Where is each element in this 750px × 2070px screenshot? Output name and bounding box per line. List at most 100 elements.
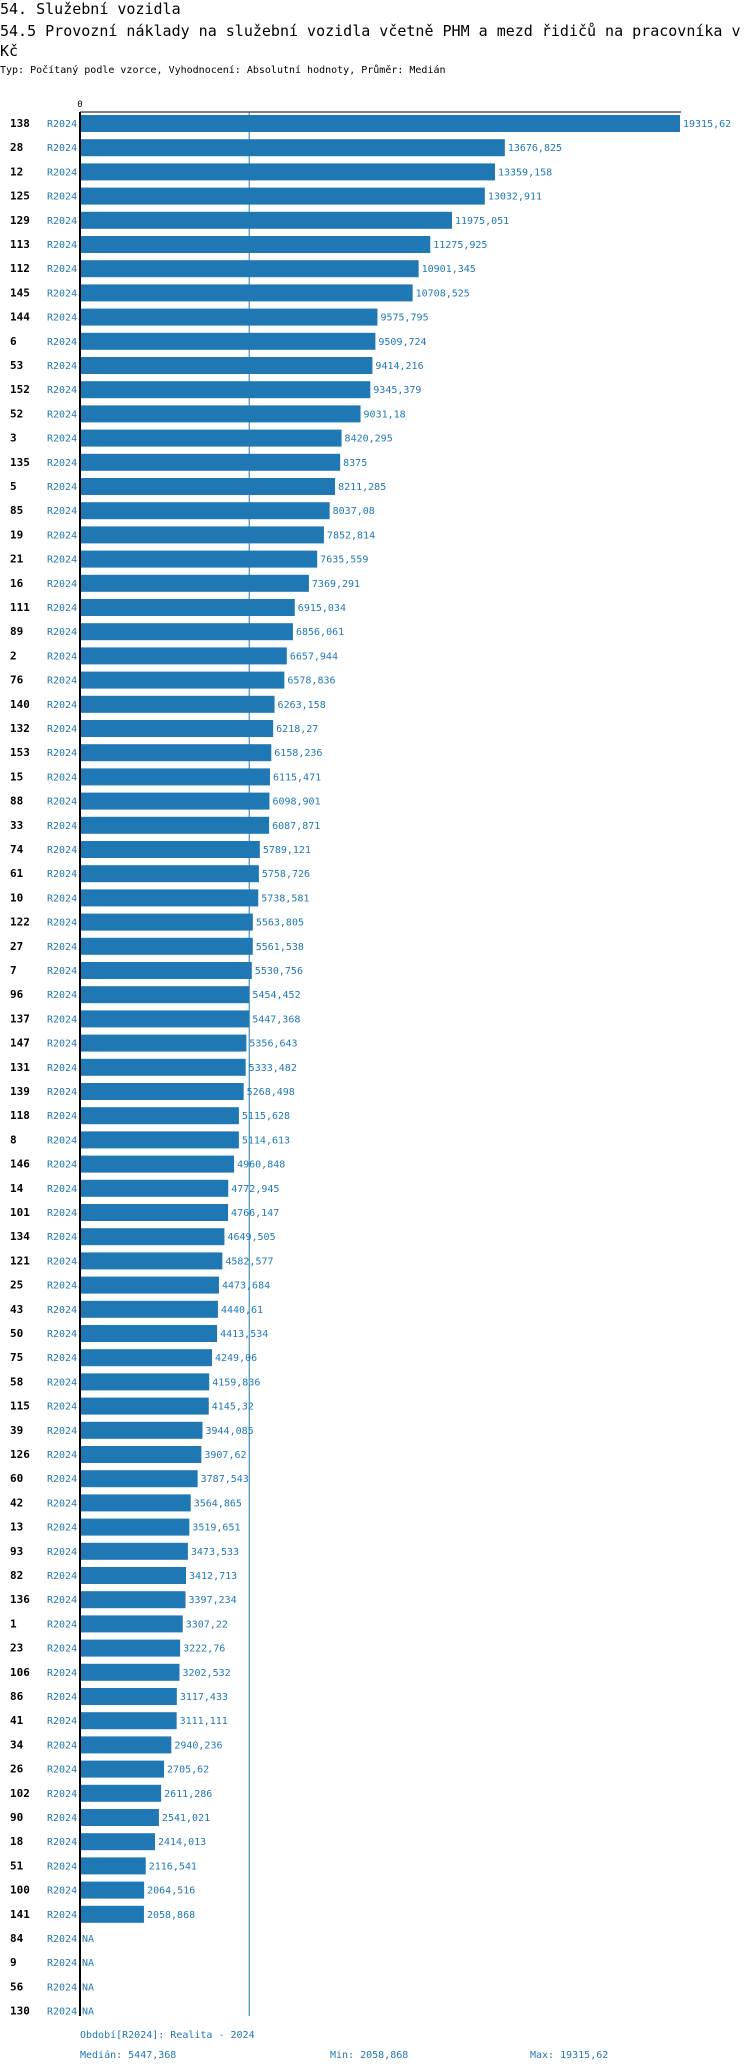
row-id-label: 14 bbox=[10, 1182, 24, 1195]
value-label: 3787,543 bbox=[201, 1474, 249, 1485]
value-label: 9345,379 bbox=[373, 385, 421, 396]
bar bbox=[80, 308, 378, 326]
row-id-label: 58 bbox=[10, 1375, 23, 1388]
row-id-label: 153 bbox=[10, 746, 30, 759]
bar bbox=[80, 695, 275, 713]
value-label: 11975,051 bbox=[455, 216, 509, 227]
value-label: 6115,471 bbox=[273, 772, 321, 783]
bar bbox=[80, 1833, 155, 1851]
row-id-label: 16 bbox=[10, 577, 24, 590]
row-id-label: 9 bbox=[10, 1956, 17, 1969]
row-id-label: 21 bbox=[10, 553, 24, 566]
series-label: R2024 bbox=[47, 1474, 77, 1485]
bar bbox=[80, 502, 330, 520]
series-label: R2024 bbox=[47, 434, 77, 445]
value-label: 13359,158 bbox=[498, 167, 552, 178]
row-id-label: 19 bbox=[10, 528, 23, 541]
bar bbox=[80, 1809, 159, 1826]
bar bbox=[80, 1470, 198, 1488]
bar bbox=[80, 1034, 247, 1052]
value-label: 2611,286 bbox=[164, 1789, 212, 1800]
series-label: R2024 bbox=[47, 409, 77, 420]
series-label: R2024 bbox=[47, 1426, 77, 1437]
bar bbox=[80, 744, 272, 762]
bar bbox=[80, 260, 419, 278]
series-label: R2024 bbox=[47, 1450, 77, 1461]
series-label: R2024 bbox=[47, 700, 77, 711]
series-label: R2024 bbox=[47, 1523, 77, 1534]
row-id-label: 122 bbox=[10, 916, 30, 929]
series-label: R2024 bbox=[47, 1886, 77, 1897]
value-label: 4413,534 bbox=[220, 1329, 268, 1340]
value-label: 3307,22 bbox=[186, 1619, 228, 1630]
row-id-label: 3 bbox=[10, 432, 17, 445]
series-label: R2024 bbox=[47, 918, 77, 929]
row-id-label: 118 bbox=[10, 1109, 30, 1122]
series-label: R2024 bbox=[47, 1402, 77, 1413]
row-id-label: 106 bbox=[10, 1666, 30, 1679]
bar bbox=[80, 1494, 191, 1512]
row-id-label: 85 bbox=[10, 504, 23, 517]
row-id-label: 28 bbox=[10, 141, 23, 154]
series-label: R2024 bbox=[47, 1837, 77, 1848]
series-label: R2024 bbox=[47, 772, 77, 783]
bar bbox=[80, 1204, 229, 1221]
value-label: 2705,62 bbox=[167, 1765, 209, 1776]
section-heading: 54. Služební vozidla bbox=[0, 0, 181, 18]
row-id-label: 2 bbox=[10, 649, 17, 662]
bar bbox=[80, 526, 324, 544]
series-label: R2024 bbox=[47, 264, 77, 275]
value-label: 3117,433 bbox=[180, 1692, 228, 1703]
bar bbox=[80, 1228, 225, 1246]
series-label: R2024 bbox=[47, 1958, 77, 1969]
bar bbox=[80, 841, 260, 858]
series-label: R2024 bbox=[47, 1087, 77, 1098]
row-id-label: 74 bbox=[10, 843, 24, 856]
bar bbox=[80, 1881, 145, 1899]
bar bbox=[80, 1446, 202, 1463]
bar bbox=[80, 816, 270, 834]
row-id-label: 15 bbox=[10, 770, 23, 783]
row-id-label: 1 bbox=[10, 1617, 17, 1630]
value-label: 7852,814 bbox=[327, 530, 375, 541]
bar bbox=[80, 1784, 162, 1802]
bar bbox=[80, 1760, 165, 1778]
series-label: R2024 bbox=[47, 216, 77, 227]
series-label: R2024 bbox=[47, 1547, 77, 1558]
value-label: 3202,532 bbox=[182, 1668, 230, 1679]
series-label: R2024 bbox=[47, 119, 77, 130]
value-label: 4960,848 bbox=[237, 1160, 285, 1171]
row-id-label: 12 bbox=[10, 165, 23, 178]
value-label: 2940,236 bbox=[174, 1740, 222, 1751]
row-id-label: 89 bbox=[10, 625, 23, 638]
row-id-label: 102 bbox=[10, 1787, 30, 1800]
value-label: 5561,538 bbox=[256, 942, 304, 953]
row-id-label: 112 bbox=[10, 262, 30, 275]
value-label: NA bbox=[82, 1934, 94, 1945]
row-id-label: 132 bbox=[10, 722, 30, 735]
series-label: R2024 bbox=[47, 1256, 77, 1267]
series-label: R2024 bbox=[47, 1160, 77, 1171]
row-id-label: 26 bbox=[10, 1763, 24, 1776]
row-id-label: 43 bbox=[10, 1303, 23, 1316]
value-label: 2541,021 bbox=[162, 1813, 210, 1824]
value-label: 3564,865 bbox=[194, 1498, 242, 1509]
value-label: 5758,726 bbox=[262, 869, 310, 880]
value-label: 5563,805 bbox=[256, 918, 304, 929]
series-label: R2024 bbox=[47, 1813, 77, 1824]
row-id-label: 145 bbox=[10, 286, 30, 299]
row-id-label: 50 bbox=[10, 1327, 23, 1340]
value-label: NA bbox=[82, 2007, 94, 2016]
value-label: 9031,18 bbox=[364, 409, 406, 420]
row-id-label: 129 bbox=[10, 214, 30, 227]
series-label: R2024 bbox=[47, 724, 77, 735]
value-label: 6915,034 bbox=[298, 603, 346, 614]
value-label: 5738,581 bbox=[261, 893, 309, 904]
value-label: 4582,577 bbox=[225, 1256, 273, 1267]
row-id-label: 82 bbox=[10, 1569, 23, 1582]
row-id-label: 13 bbox=[10, 1521, 23, 1534]
series-label: R2024 bbox=[47, 966, 77, 977]
bar bbox=[80, 284, 413, 302]
value-label: 3473,533 bbox=[191, 1547, 239, 1558]
series-label: R2024 bbox=[47, 506, 77, 517]
